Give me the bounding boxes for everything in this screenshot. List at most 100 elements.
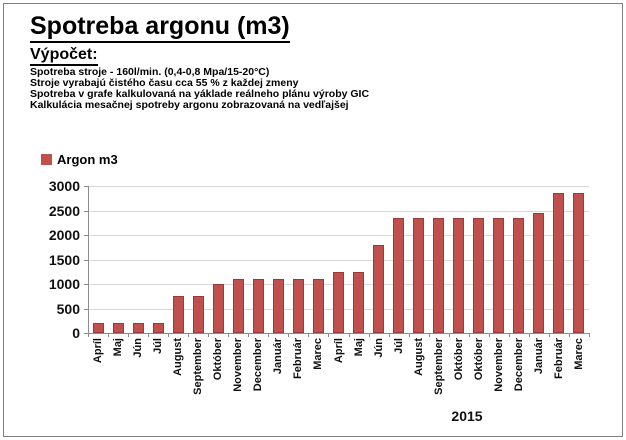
note-line: Kalkulácia mesačnej spotreby argonu zobr… bbox=[30, 99, 349, 111]
bar bbox=[312, 279, 324, 333]
y-axis-label: 1500 bbox=[48, 251, 80, 268]
bar bbox=[453, 217, 465, 333]
x-axis-tick bbox=[408, 333, 410, 337]
legend-label: Argon m3 bbox=[57, 152, 118, 167]
calculation-subtitle: Výpočet: bbox=[30, 46, 98, 66]
x-axis-tick bbox=[288, 333, 290, 337]
gridline bbox=[88, 259, 589, 261]
bar bbox=[433, 217, 445, 333]
x-axis-tick bbox=[168, 333, 170, 337]
y-axis-label: 2500 bbox=[48, 202, 80, 219]
bar bbox=[172, 296, 184, 333]
y-axis-line bbox=[88, 186, 89, 337]
bar bbox=[473, 217, 485, 333]
x-axis-tick bbox=[328, 333, 330, 337]
bar bbox=[252, 279, 264, 333]
x-axis-tick bbox=[148, 333, 150, 337]
x-axis-label: December bbox=[252, 338, 265, 392]
x-axis-label: Jún bbox=[132, 338, 145, 358]
bar bbox=[553, 193, 565, 333]
bar bbox=[132, 323, 144, 333]
calculation-notes: Spotreba stroje - 160l/min. (0,4-0,8 Mpa… bbox=[30, 67, 369, 111]
bar bbox=[212, 284, 224, 333]
x-axis-tick bbox=[508, 333, 510, 337]
x-axis-label: Február bbox=[292, 338, 305, 379]
x-axis-label: Júl bbox=[392, 338, 405, 354]
note-line: Spotreba stroje - 160l/min. (0,4-0,8 Mpa… bbox=[30, 66, 270, 78]
x-axis-label: Jún bbox=[372, 338, 385, 358]
x-axis-label: Marec bbox=[312, 338, 325, 370]
x-axis-label: Október bbox=[212, 338, 225, 381]
bar bbox=[92, 323, 104, 333]
x-axis-tick bbox=[248, 333, 250, 337]
chart-legend: Argon m3 bbox=[41, 152, 118, 167]
x-axis-tick bbox=[188, 333, 190, 337]
x-axis-label: Maj bbox=[112, 338, 125, 357]
x-axis-label: November bbox=[232, 338, 245, 392]
x-axis-tick bbox=[589, 333, 590, 337]
y-axis-tick bbox=[84, 259, 88, 261]
x-axis-tick bbox=[88, 333, 89, 337]
x-axis-tick bbox=[128, 333, 130, 337]
bar bbox=[272, 279, 284, 333]
y-axis-label: 2000 bbox=[48, 227, 80, 243]
x-axis-tick bbox=[528, 333, 530, 337]
bar bbox=[192, 296, 204, 333]
x-axis-tick bbox=[348, 333, 350, 337]
page-title: Spotreba argonu (m3) bbox=[30, 12, 290, 43]
x-axis-label: Apríl bbox=[92, 338, 105, 364]
bar bbox=[292, 279, 304, 333]
x-axis-tick bbox=[548, 333, 550, 337]
bar bbox=[533, 212, 545, 333]
x-axis-tick bbox=[448, 333, 450, 337]
bar bbox=[373, 244, 385, 333]
y-axis-tick bbox=[84, 308, 88, 310]
bar bbox=[393, 217, 405, 333]
y-axis-tick bbox=[84, 210, 88, 212]
x-axis-label: Maj bbox=[352, 338, 365, 357]
x-axis-label: September bbox=[192, 338, 205, 395]
bar bbox=[513, 217, 525, 333]
x-axis-label: Júl bbox=[152, 338, 165, 354]
x-axis-tick bbox=[228, 333, 230, 337]
gridline bbox=[88, 235, 589, 236]
x-axis-tick bbox=[268, 333, 270, 337]
x-axis-tick bbox=[108, 333, 110, 337]
bar bbox=[152, 323, 164, 333]
gridline bbox=[88, 186, 589, 187]
bar bbox=[573, 193, 585, 333]
bar bbox=[232, 279, 244, 333]
note-line: Stroje vyrabajú čistého času cca 55 % z … bbox=[30, 77, 299, 89]
y-axis-label: 1000 bbox=[48, 276, 80, 292]
bar bbox=[353, 271, 365, 333]
gridline bbox=[88, 210, 589, 212]
y-axis-tick bbox=[84, 186, 88, 187]
x-axis-label: Október bbox=[452, 338, 465, 381]
x-axis-label: Február bbox=[552, 338, 565, 379]
legend-swatch-icon bbox=[41, 154, 52, 165]
x-axis-label: Január bbox=[532, 338, 545, 375]
bar bbox=[333, 271, 344, 333]
y-axis-tick bbox=[84, 235, 88, 236]
x-axis-tick bbox=[208, 333, 210, 337]
x-axis-label: September bbox=[432, 338, 445, 395]
x-axis-tick bbox=[388, 333, 390, 337]
x-axis-tick bbox=[488, 333, 490, 337]
x-axis-line bbox=[84, 333, 589, 334]
page-border bbox=[3, 3, 623, 437]
x-axis-label: December bbox=[512, 338, 525, 392]
x-axis-tick bbox=[428, 333, 430, 337]
bar bbox=[493, 217, 505, 333]
x-axis-label: August bbox=[172, 338, 185, 376]
x-axis-label: Marec bbox=[572, 338, 585, 370]
y-axis-label: 0 bbox=[72, 325, 80, 341]
y-axis-tick bbox=[84, 284, 88, 285]
bar bbox=[413, 217, 425, 333]
x-axis-tick bbox=[568, 333, 570, 337]
note-line: Spotreba v grafe kalkulovaná na yáklade … bbox=[30, 88, 370, 100]
x-axis-label: November bbox=[492, 338, 505, 392]
x-axis-label: Január bbox=[272, 338, 285, 375]
bar bbox=[112, 323, 124, 333]
year-axis-label: 2015 bbox=[451, 408, 483, 424]
